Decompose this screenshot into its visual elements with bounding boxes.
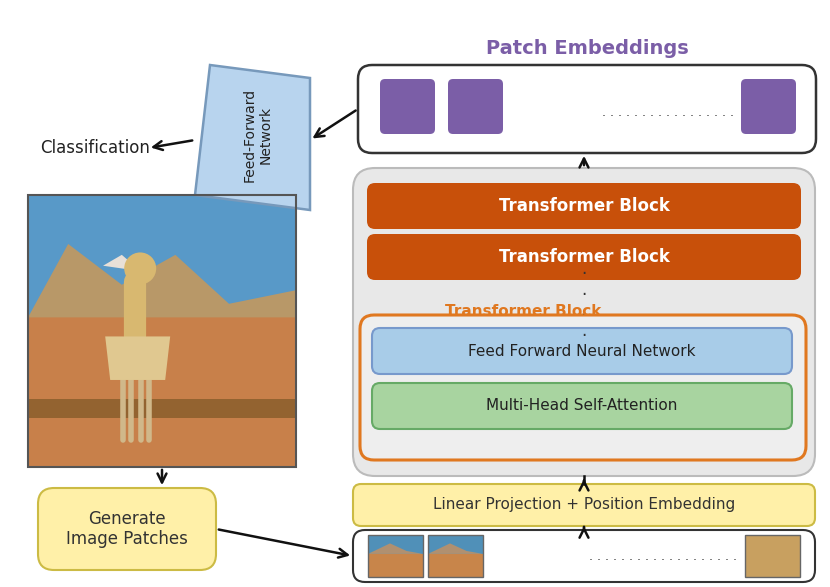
Bar: [28, 195, 296, 467]
FancyBboxPatch shape: [372, 328, 792, 374]
Bar: [428, 535, 483, 554]
Bar: [428, 554, 483, 577]
Bar: [745, 535, 800, 577]
Bar: [368, 554, 423, 577]
Bar: [368, 535, 423, 577]
Polygon shape: [105, 336, 170, 380]
FancyBboxPatch shape: [741, 79, 796, 134]
Text: Feed Forward Neural Network: Feed Forward Neural Network: [468, 343, 696, 359]
FancyBboxPatch shape: [448, 79, 503, 134]
Circle shape: [124, 252, 156, 285]
Bar: [28, 318, 296, 467]
Polygon shape: [428, 544, 483, 554]
Text: Transformer Block: Transformer Block: [445, 303, 602, 319]
FancyBboxPatch shape: [372, 383, 792, 429]
FancyBboxPatch shape: [367, 234, 801, 280]
FancyBboxPatch shape: [380, 79, 435, 134]
Text: Feed-Forward
Network: Feed-Forward Network: [243, 88, 273, 182]
Text: Transformer Block: Transformer Block: [499, 248, 670, 266]
Bar: [368, 535, 423, 554]
Bar: [745, 535, 800, 577]
FancyBboxPatch shape: [353, 530, 815, 582]
Text: Linear Projection + Position Embedding: Linear Projection + Position Embedding: [433, 498, 735, 512]
Bar: [28, 195, 296, 318]
Text: Patch Embeddings: Patch Embeddings: [486, 39, 688, 58]
Polygon shape: [368, 544, 423, 554]
Text: Multi-Head Self-Attention: Multi-Head Self-Attention: [486, 399, 677, 413]
Bar: [428, 535, 483, 577]
FancyBboxPatch shape: [360, 315, 806, 460]
FancyBboxPatch shape: [353, 484, 815, 526]
Polygon shape: [28, 399, 296, 418]
Text: . . . . . . . . . . . . . . . . . . .: . . . . . . . . . . . . . . . . . . .: [589, 549, 737, 562]
FancyBboxPatch shape: [367, 183, 801, 229]
Text: Classification: Classification: [40, 139, 150, 157]
FancyBboxPatch shape: [38, 488, 216, 570]
Text: Transformer Block: Transformer Block: [499, 197, 670, 215]
Polygon shape: [28, 244, 296, 318]
Text: ·
·
·
·: · · · ·: [581, 265, 587, 345]
Polygon shape: [103, 255, 140, 271]
Text: . . . . . . . . . . . . . . . . .: . . . . . . . . . . . . . . . . .: [602, 106, 734, 119]
Polygon shape: [195, 65, 310, 210]
FancyBboxPatch shape: [358, 65, 816, 153]
Text: Generate
Image Patches: Generate Image Patches: [66, 510, 188, 548]
FancyBboxPatch shape: [353, 168, 815, 476]
